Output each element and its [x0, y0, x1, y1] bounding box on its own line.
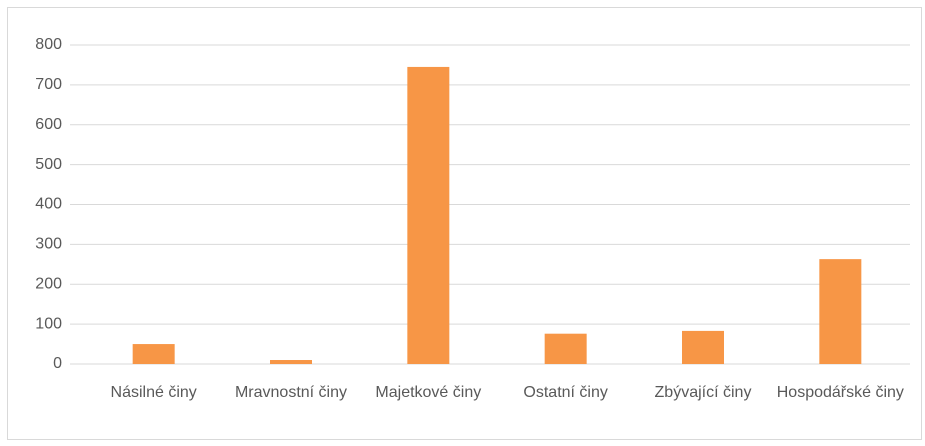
y-tick-label: 600: [35, 116, 62, 133]
y-tick-label: 300: [35, 236, 62, 253]
bar: [819, 259, 862, 364]
x-tick-label: Majetkové činy: [375, 384, 482, 401]
chart-border: [7, 7, 922, 440]
y-tick-label: 0: [53, 355, 62, 372]
x-tick-label: Násilné činy: [110, 384, 197, 401]
y-tick-label: 400: [35, 196, 62, 213]
x-tick-label: Hospodářské činy: [776, 384, 904, 401]
y-tick-label: 100: [35, 315, 62, 332]
bar: [682, 330, 724, 364]
x-tick-label: Ostatní činy: [523, 384, 608, 401]
bar: [407, 66, 450, 365]
y-tick-label: 200: [35, 275, 62, 292]
y-tick-label: 500: [35, 156, 62, 173]
bar: [544, 333, 587, 364]
y-tick-label: 700: [35, 76, 62, 93]
x-tick-label: Mravnostní činy: [234, 384, 348, 401]
x-tick-label: Zbývající činy: [654, 384, 752, 401]
bar: [270, 360, 312, 364]
bar: [132, 344, 175, 364]
y-tick-label: 800: [35, 36, 62, 53]
